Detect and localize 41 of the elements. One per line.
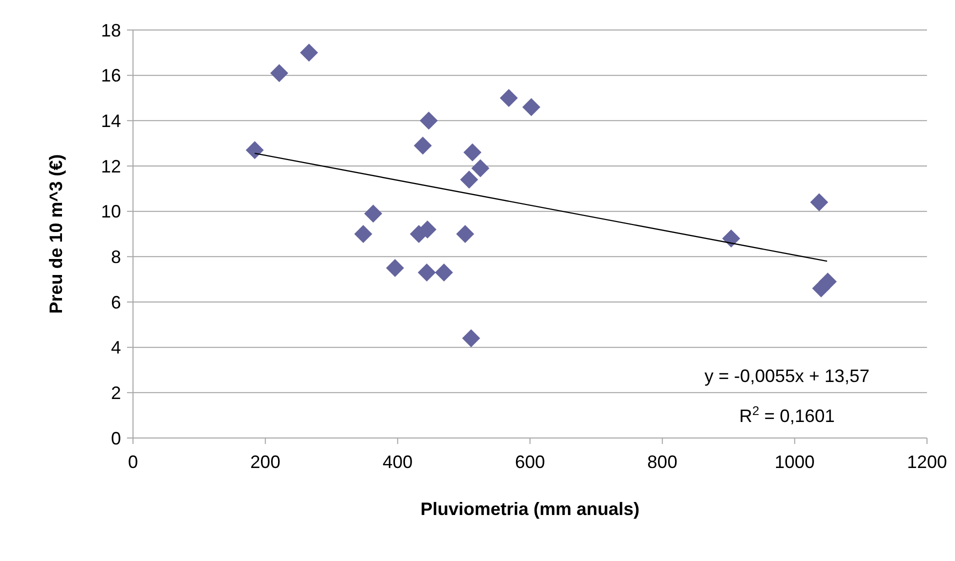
point — [500, 89, 518, 107]
point — [300, 44, 318, 62]
point — [434, 264, 453, 282]
y-tick-label: 2 — [110, 382, 121, 403]
y-tick-label: 12 — [100, 156, 121, 176]
point — [522, 98, 540, 116]
y-tick-label: 8 — [110, 246, 121, 267]
point — [364, 204, 382, 223]
y-tick-label: 18 — [100, 20, 121, 40]
point — [463, 143, 482, 162]
y-axis-title: Preu de 10 m^3 (€) — [46, 154, 66, 314]
point — [246, 141, 264, 160]
point — [462, 329, 480, 348]
point — [810, 193, 828, 212]
point — [460, 170, 478, 189]
y-tick-label: 6 — [110, 292, 121, 312]
x-tick-label: 0 — [128, 452, 138, 472]
point — [418, 264, 436, 282]
point — [818, 272, 837, 291]
y-tick-label: 0 — [110, 428, 121, 448]
point — [354, 225, 372, 243]
annotation: y = -0,0055x + 13,57 — [704, 366, 870, 386]
annotation: R$^{2}$ = 0,1601 — [739, 404, 835, 426]
point — [420, 112, 438, 130]
y-tick-label: 14 — [100, 110, 121, 131]
x-tick-label: 800 — [647, 452, 678, 472]
x-tick-label: 1000 — [774, 452, 815, 472]
point — [270, 64, 288, 82]
point — [722, 230, 740, 248]
y-tick-label: 16 — [100, 66, 121, 86]
x-axis-title: Pluviometria (mm anuals) — [420, 499, 640, 519]
x-tick-label: 600 — [514, 452, 546, 472]
x-tick-label: 200 — [250, 452, 280, 472]
point — [386, 259, 404, 277]
point — [471, 159, 490, 178]
point — [456, 225, 474, 243]
y-tick-label: 10 — [100, 202, 121, 222]
point — [414, 136, 432, 155]
y-tick-label: 4 — [110, 338, 121, 358]
x-tick-label: 400 — [382, 452, 413, 472]
x-tick-label: 1200 — [906, 452, 948, 472]
